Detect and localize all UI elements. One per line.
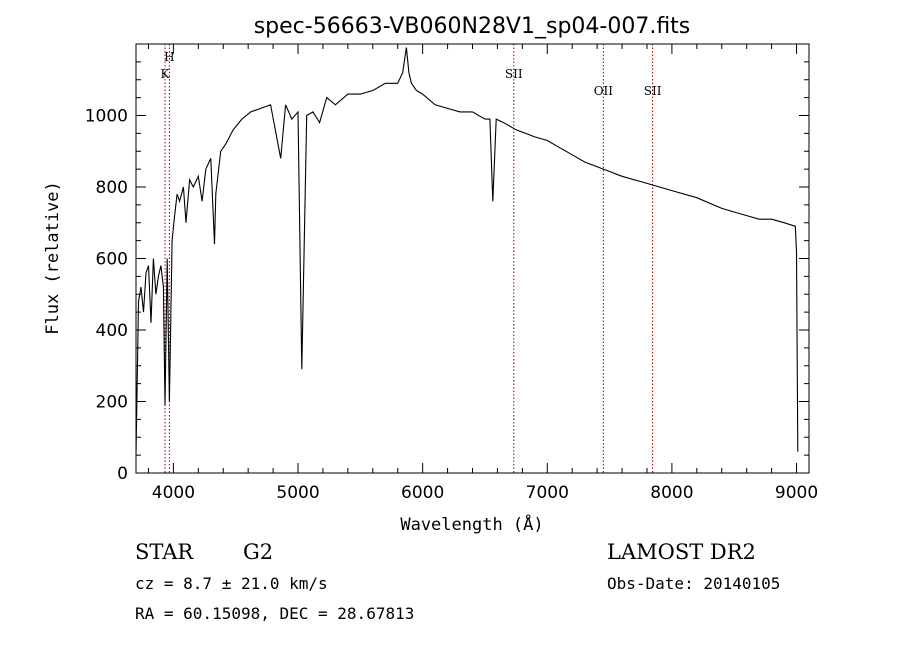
y-axis-label: Flux (relative) xyxy=(43,181,63,335)
y-tick-label: 200 xyxy=(96,393,128,413)
y-tick-label: 0 xyxy=(117,464,128,484)
x-tick-label: 4000 xyxy=(152,483,195,503)
spectrum-series xyxy=(135,47,799,456)
plot-frame xyxy=(135,43,810,474)
redshift-text: cz = 8.7 ± 21.0 km/s xyxy=(135,574,328,593)
spectrum-line-0 xyxy=(135,47,799,456)
obs-date: Obs-Date: 20140105 xyxy=(607,574,781,593)
emission-line-markers: HK SII OII SII xyxy=(161,44,662,473)
chart-title: spec-56663-VB060N28V1_sp04-007.fits xyxy=(254,14,691,39)
marker-label-2: SII xyxy=(505,67,523,81)
marker-label-1: K xyxy=(161,67,171,81)
x-tick-label: 9000 xyxy=(775,483,818,503)
coordinates: RA = 60.15098, DEC = 28.67813 xyxy=(135,604,415,623)
x-axis-label: Wavelength (Å) xyxy=(400,513,543,535)
y-axis-ticks: 0 200 400 600 800 1000 xyxy=(85,43,809,484)
survey-name: LAMOST DR2 xyxy=(607,540,756,564)
y-tick-label: 1000 xyxy=(85,107,128,127)
y-tick-label: 800 xyxy=(96,178,128,198)
x-tick-label: 5000 xyxy=(276,483,319,503)
x-tick-label: 8000 xyxy=(650,483,693,503)
object-class: STAR xyxy=(135,540,194,564)
x-tick-label: 7000 xyxy=(526,483,569,503)
object-subclass: G2 xyxy=(243,540,274,564)
y-tick-label: 400 xyxy=(96,321,128,341)
marker-label-4: SII xyxy=(644,84,662,98)
marker-label-3: OII xyxy=(594,84,614,98)
x-axis-ticks: 4000 5000 6000 7000 8000 9000 xyxy=(147,44,818,503)
marker-label-0: H xyxy=(164,50,174,64)
y-tick-label: 600 xyxy=(96,250,128,270)
x-tick-label: 6000 xyxy=(401,483,444,503)
